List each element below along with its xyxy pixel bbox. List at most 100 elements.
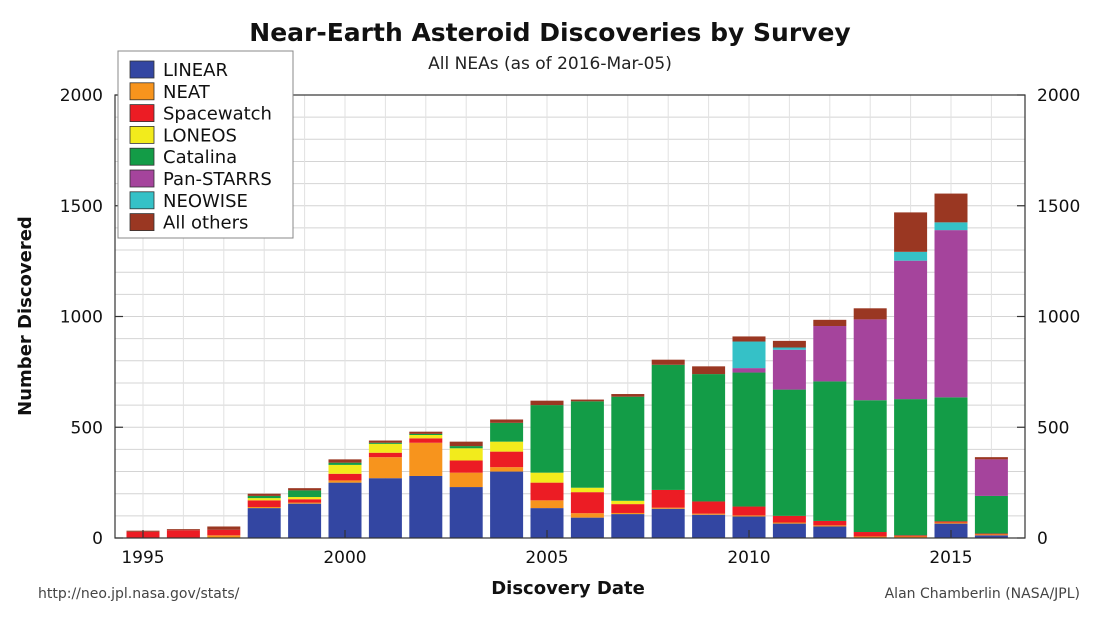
bar-2001-spacewatch: [368, 452, 402, 458]
bar-2013-all-others: [853, 308, 887, 320]
bar-stack-2015: [934, 193, 968, 538]
bar-2014-all-others: [894, 212, 928, 252]
bar-2007-spacewatch: [611, 504, 645, 513]
legend-swatch-all-others: [129, 213, 155, 232]
bar-2011-spacewatch: [772, 515, 806, 523]
bar-2005-all-others: [530, 400, 564, 406]
bar-stack-2012: [813, 319, 847, 538]
bar-2005-neat: [530, 500, 564, 509]
y-tick-label-left: 1000: [60, 308, 103, 328]
bar-stack-2013: [853, 308, 887, 539]
bar-1998-spacewatch: [247, 500, 281, 507]
source-url: http://neo.jpl.nasa.gov/stats/: [38, 586, 240, 602]
bar-2013-neat: [853, 536, 887, 538]
bar-stack-1998: [247, 493, 281, 538]
bar-1996-all-others: [166, 529, 200, 531]
bar-2000-spacewatch: [328, 473, 362, 481]
bar-2013-catalina: [853, 400, 887, 533]
bar-2014-spacewatch: [894, 535, 928, 537]
bar-2011-neat: [772, 522, 806, 524]
bar-2000-all-others: [328, 459, 362, 463]
bar-2009-neat: [692, 513, 726, 515]
bar-2011-all-others: [772, 340, 806, 348]
chart-title: Near-Earth Asteroid Discoveries by Surve…: [249, 18, 850, 47]
bar-2004-spacewatch: [490, 451, 524, 468]
bar-2003-neat: [449, 472, 483, 488]
bar-2014-catalina: [894, 399, 928, 536]
bar-stack-2004: [490, 419, 524, 538]
legend-label-linear: LINEAR: [163, 60, 228, 81]
bar-2013-spacewatch: [853, 532, 887, 537]
y-tick-label-right: 1000: [1037, 308, 1080, 328]
x-tick-label: 1995: [121, 548, 164, 568]
bar-2005-spacewatch: [530, 482, 564, 501]
bar-stack-2011: [772, 340, 806, 538]
bar-2005-loneos: [530, 472, 564, 483]
bar-2006-all-others: [570, 399, 604, 402]
bar-1997-all-others: [207, 526, 241, 530]
bar-1999-neat: [288, 502, 322, 504]
bar-2014-pan-starrs: [894, 260, 928, 400]
bar-stack-1999: [288, 488, 322, 538]
bar-2009-all-others: [692, 366, 726, 375]
bar-2007-linear: [611, 514, 645, 538]
bar-1996-spacewatch: [166, 530, 200, 538]
bar-stack-2000: [328, 459, 362, 538]
x-tick-label: 2000: [323, 548, 366, 568]
bar-2012-linear: [813, 526, 847, 538]
bar-2011-catalina: [772, 389, 806, 516]
bar-2003-all-others: [449, 441, 483, 447]
bar-2012-catalina: [813, 381, 847, 521]
y-tick-label-left: 1500: [60, 197, 103, 217]
bar-2001-all-others: [368, 440, 402, 443]
bar-2013-pan-starrs: [853, 319, 887, 401]
y-tick-label-left: 500: [71, 418, 103, 438]
bar-2010-neowise: [732, 341, 766, 369]
bar-2001-linear: [368, 478, 402, 538]
bar-1997-neat: [207, 535, 241, 538]
bar-1998-loneos: [247, 498, 281, 501]
bar-2002-catalina: [409, 433, 443, 436]
bar-2012-all-others: [813, 319, 847, 327]
bar-2006-spacewatch: [570, 492, 604, 514]
bar-1998-catalina: [247, 495, 281, 499]
legend-swatch-linear: [129, 60, 155, 79]
bar-2005-catalina: [530, 405, 564, 473]
bar-2002-loneos: [409, 435, 443, 439]
bar-2006-loneos: [570, 487, 604, 493]
bar-2000-catalina: [328, 462, 362, 465]
chart-subtitle: All NEAs (as of 2016-Mar-05): [428, 54, 672, 74]
bar-1998-linear: [247, 508, 281, 538]
bar-stack-2006: [570, 399, 604, 538]
bar-2010-all-others: [732, 336, 766, 342]
bar-2000-loneos: [328, 464, 362, 474]
y-axis-label: Number Discovered: [15, 216, 36, 416]
bar-1999-spacewatch: [288, 499, 322, 503]
bar-2003-linear: [449, 487, 483, 538]
bar-2008-all-others: [651, 359, 685, 365]
bar-2004-catalina: [490, 422, 524, 442]
bar-2010-spacewatch: [732, 506, 766, 516]
y-tick-label-left: 2000: [60, 86, 103, 106]
bars: [126, 193, 1008, 539]
bar-2008-neat: [651, 507, 685, 509]
bar-2003-loneos: [449, 448, 483, 461]
bar-stack-2008: [651, 359, 685, 538]
bar-2004-linear: [490, 471, 524, 538]
bar-stack-2002: [409, 431, 443, 538]
bar-2009-linear: [692, 514, 726, 538]
credit: Alan Chamberlin (NASA/JPL): [885, 586, 1080, 602]
bar-2010-neat: [732, 515, 766, 517]
bar-stack-2010: [732, 336, 766, 538]
bar-2015-pan-starrs: [934, 230, 968, 398]
bar-2015-neat: [934, 522, 968, 524]
bar-2011-pan-starrs: [772, 349, 806, 390]
legend-label-spacewatch: Spacewatch: [163, 104, 272, 125]
bar-1999-linear: [288, 503, 322, 538]
bar-2012-spacewatch: [813, 520, 847, 526]
legend-swatch-neowise: [129, 191, 155, 210]
legend-label-neat: NEAT: [163, 82, 211, 103]
bar-1999-loneos: [288, 497, 322, 500]
bar-1998-neat: [247, 506, 281, 509]
bar-2014-neat: [894, 536, 928, 538]
